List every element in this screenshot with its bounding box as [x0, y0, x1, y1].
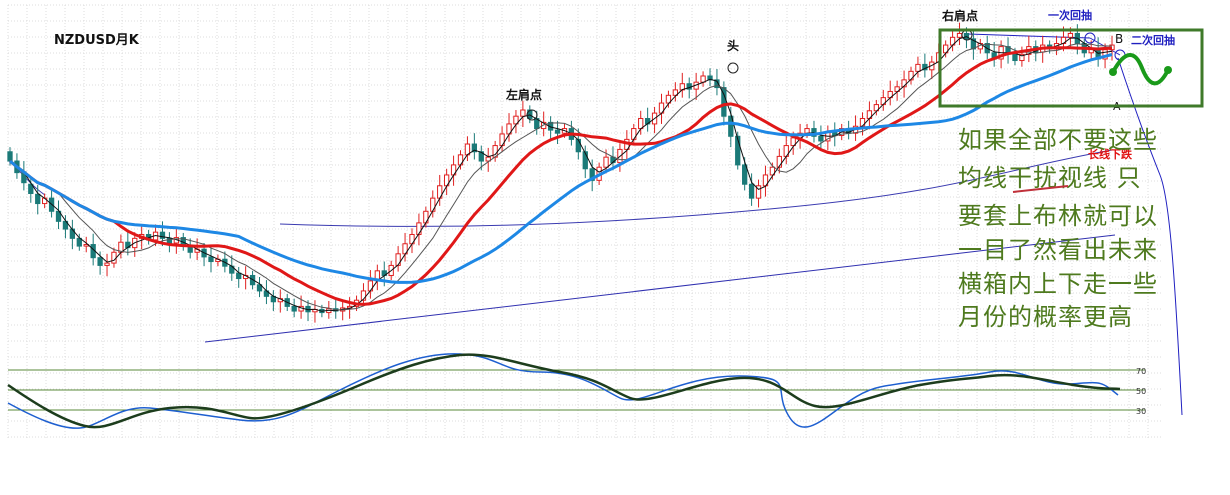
candle-body	[28, 183, 34, 195]
first-pullback-label: 一次回抽	[1048, 8, 1092, 22]
candle-body	[714, 79, 720, 89]
candle-body	[395, 253, 401, 266]
candle-body	[582, 151, 588, 170]
osc-level-30: 30	[1136, 407, 1146, 416]
candle-body	[236, 272, 242, 280]
candle-body	[769, 166, 776, 176]
long-term-drop-line	[1117, 57, 1183, 416]
candle-body	[208, 256, 214, 263]
candle-body	[1067, 32, 1074, 38]
candle-body	[97, 257, 103, 266]
candle-body	[603, 156, 609, 168]
candle-body	[104, 262, 110, 266]
candle-body	[7, 151, 13, 162]
candle-body	[956, 32, 963, 38]
candle-body	[776, 155, 782, 168]
candle-body	[35, 193, 41, 205]
head-label: 头	[727, 38, 739, 53]
candle-body	[818, 135, 824, 142]
candlesticks	[7, 22, 1115, 323]
oscillator-panel	[7, 353, 1145, 429]
candle-body	[520, 109, 526, 117]
candle-body	[728, 115, 734, 137]
candle-body	[915, 63, 921, 72]
chart-title: NZDUSD月K	[54, 33, 140, 48]
left-shoulder-label: 左肩点	[505, 87, 542, 102]
head-marker	[727, 62, 739, 74]
comment-line-3: 要套上布林就可以	[958, 202, 1158, 230]
candle-body	[672, 89, 679, 96]
forecast-start-dot	[1109, 68, 1117, 76]
candle-body	[291, 305, 297, 312]
ma-short-line	[9, 36, 1113, 312]
candle-body	[748, 183, 755, 199]
comment-underline	[1012, 185, 1069, 193]
osc-level-70: 70	[1136, 367, 1146, 376]
moving-averages	[9, 36, 1113, 312]
osc-level-50: 50	[1136, 387, 1146, 396]
left-shoulder-marker	[526, 109, 538, 121]
forecast-end-dot	[1164, 66, 1172, 74]
candle-body	[742, 164, 748, 185]
point-b-label: B	[1115, 32, 1123, 46]
candle-body	[707, 75, 713, 81]
candle-body	[111, 251, 117, 264]
candle-body	[55, 210, 62, 222]
second-pullback-label: 二次回抽	[1131, 33, 1175, 47]
forecast-wave	[1111, 53, 1170, 86]
candle-body	[256, 284, 263, 292]
comment-line-1: 如果全部不要这些	[958, 126, 1158, 154]
trendline-support	[204, 234, 1116, 343]
long-term-drop-label: 长线下跌	[1088, 147, 1133, 161]
comment-line-5: 横箱内上下走一些	[958, 270, 1158, 298]
candle-body	[589, 168, 595, 181]
candle-body	[804, 128, 810, 134]
comment-line-6: 月份的概率更高	[958, 303, 1133, 331]
candle-body	[575, 138, 581, 153]
candle-body	[478, 151, 484, 162]
osc-fast-line	[7, 353, 1119, 429]
candle-body	[755, 185, 762, 199]
first-pullback-marker	[1084, 32, 1096, 44]
candle-body	[69, 228, 76, 239]
candle-body	[471, 143, 478, 153]
candle-body	[360, 290, 367, 301]
candle-body	[430, 197, 436, 212]
candle-body	[735, 135, 741, 166]
range-box	[938, 28, 1204, 108]
candle-body	[638, 118, 644, 130]
osc-slow-line	[7, 353, 1121, 429]
ma-long-line	[9, 53, 1113, 284]
candle-body	[159, 231, 166, 239]
ma-mid-line	[9, 46, 1113, 306]
candle-body	[554, 129, 561, 134]
annotations: NZDUSD月K 左肩点 头 右肩点 一次回抽 B 二次回抽 A 长线下跌 如果…	[54, 8, 1204, 416]
comment-line-4: 一目了然看出未来	[958, 236, 1158, 264]
ma-fast-line	[9, 43, 1113, 311]
candle-body	[1019, 53, 1025, 62]
right-shoulder-label: 右肩点	[941, 8, 978, 23]
